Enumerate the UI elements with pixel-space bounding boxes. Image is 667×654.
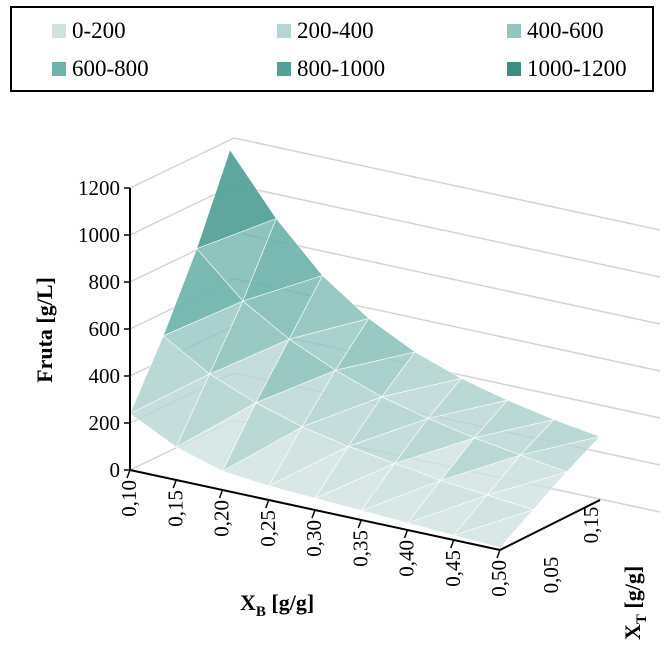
grid-line <box>233 184 661 278</box>
legend-label: 800-1000 <box>297 56 386 81</box>
z-tick-label: 400 <box>89 364 121 388</box>
surface-facet <box>301 369 383 428</box>
x-tick-mark <box>172 479 177 489</box>
x-tick-label: 0,30 <box>302 520 326 557</box>
z-tick-label: 200 <box>89 411 121 435</box>
surface <box>129 149 602 548</box>
x-tick-label: 0,10 <box>117 480 141 517</box>
x-tick-mark <box>126 469 131 479</box>
x-tick-mark <box>450 539 455 549</box>
surface-facet <box>255 338 337 404</box>
surface-facet <box>196 149 277 250</box>
y-axis-title: XT [g/g] <box>620 566 650 640</box>
legend-label: 400-600 <box>527 18 604 43</box>
grid-line <box>129 137 235 189</box>
legend-swatch <box>277 62 291 76</box>
axis-titles: Fruta [g/L] XB [g/g] XT [g/g] <box>32 277 650 640</box>
z-tick-label: 1200 <box>78 176 120 200</box>
legend-label: 200-400 <box>297 18 374 43</box>
grid-line <box>233 137 661 231</box>
surface-facet <box>439 437 522 481</box>
surface-facet <box>406 480 489 524</box>
legend-swatch <box>52 62 66 76</box>
legend-item: 400-600 <box>507 16 604 46</box>
legend-item: 0-200 <box>52 16 126 46</box>
x-tick-mark <box>265 499 270 509</box>
x-tick-mark <box>218 489 224 499</box>
legend-item: 200-400 <box>277 16 374 46</box>
x-tick-label: 0,45 <box>441 550 465 587</box>
surface-facet <box>347 396 429 447</box>
y-axis-line <box>499 499 601 551</box>
surface-facet <box>334 317 416 371</box>
x-tick-label: 0,20 <box>210 500 234 537</box>
z-axis-title: Fruta [g/L] <box>32 277 57 383</box>
surface-facet <box>175 373 257 448</box>
surface-facet <box>288 275 370 340</box>
x-tick-label: 0,35 <box>348 530 372 567</box>
legend-swatch <box>507 62 521 76</box>
surface-facet <box>129 335 211 415</box>
legend-swatch <box>52 24 66 38</box>
grid-line <box>233 231 661 325</box>
legend-label: 1000-1200 <box>527 56 627 81</box>
surface-facet <box>268 426 350 487</box>
axes <box>124 187 601 559</box>
surface-facet <box>452 494 535 536</box>
surface-facet <box>162 248 244 337</box>
legend-swatch <box>277 24 291 38</box>
surface-facet <box>486 454 568 496</box>
legend: 0-200 200-400 400-600 600-800 800-1000 1000-1… <box>10 6 654 92</box>
legend-label: 0-200 <box>72 18 126 43</box>
legend-item: 800-1000 <box>277 54 385 84</box>
surface-facet <box>393 418 476 464</box>
surface-facet <box>380 351 463 398</box>
x-tick-mark <box>403 529 409 539</box>
x-axis-title: XB [g/g] <box>240 590 314 620</box>
legend-item: 600-800 <box>52 54 149 84</box>
x-tick-label: 0,15 <box>163 490 187 527</box>
surface-facet <box>519 419 602 456</box>
x-tick-label: 0,50 <box>487 560 511 597</box>
surface-facet <box>360 463 442 512</box>
tick-labels: 0 200 400 600 800 1000 1200 0,10 0,15 0,20 0,25 0,3… <box>78 176 603 597</box>
y-tick-label: 0,15 <box>579 507 603 544</box>
legend-item: 1000-1200 <box>507 54 627 84</box>
surface-facet <box>473 399 555 439</box>
z-tick-label: 600 <box>89 317 121 341</box>
x-tick-mark <box>496 549 501 559</box>
x-tick-mark <box>311 509 316 519</box>
z-tick-label: 1000 <box>78 223 120 247</box>
surface-facet <box>314 445 396 499</box>
x-tick-label: 0,40 <box>395 540 419 577</box>
z-tick-label: 0 <box>110 458 121 482</box>
surface-facet <box>242 217 324 302</box>
surface-facet <box>221 402 303 472</box>
x-tick-mark <box>357 519 362 529</box>
z-tick-label: 800 <box>89 270 121 294</box>
legend-label: 600-800 <box>72 56 149 81</box>
y-tick-label: 0,05 <box>539 557 563 594</box>
surface-facet <box>209 300 290 375</box>
legend-swatch <box>507 24 521 38</box>
surface-facet <box>427 378 509 419</box>
x-tick-label: 0,25 <box>256 510 280 547</box>
